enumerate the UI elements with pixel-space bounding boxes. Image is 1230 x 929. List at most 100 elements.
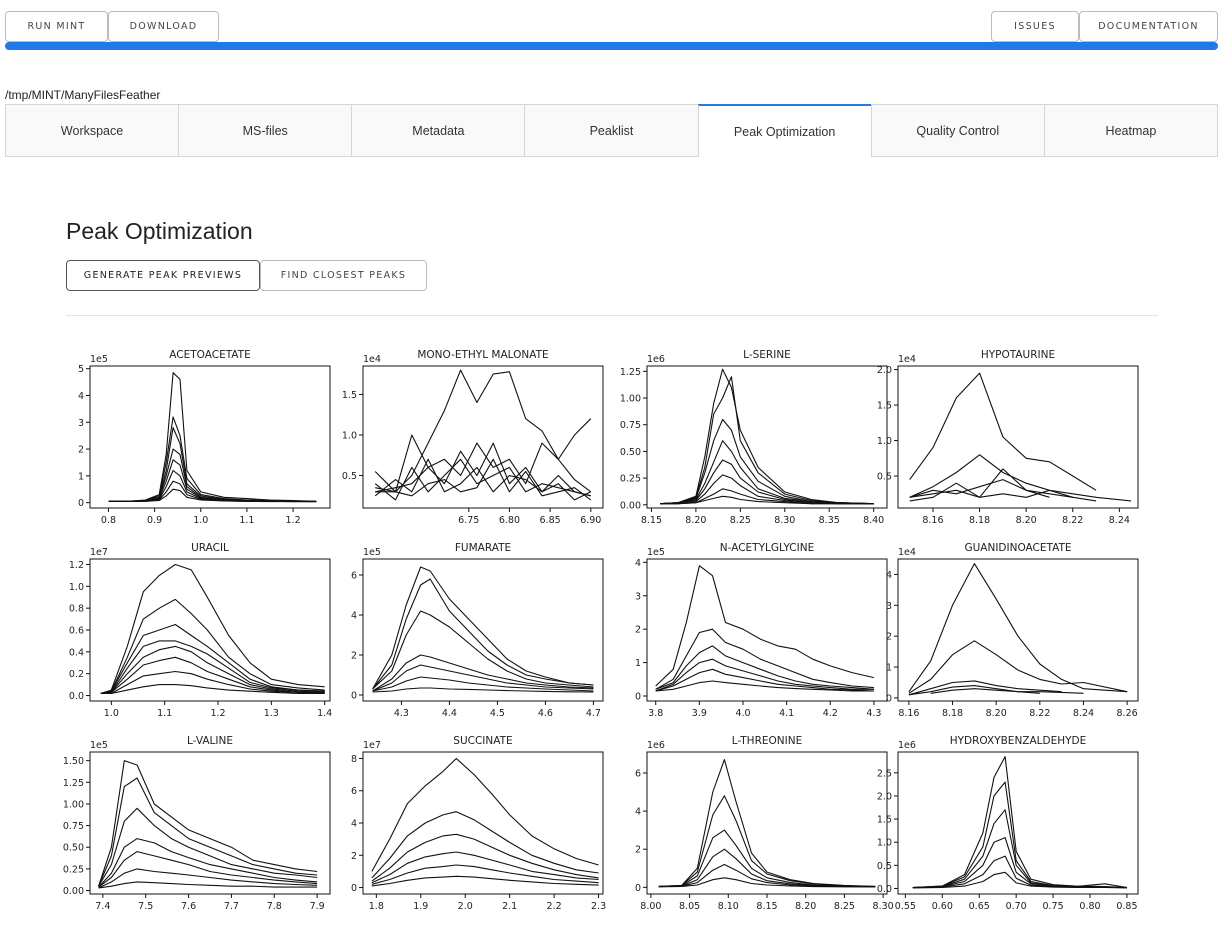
x-tick-label: 8.24 — [1073, 708, 1094, 719]
series-line — [658, 877, 876, 888]
x-tick-label: 8.25 — [730, 515, 751, 526]
y-tick-label: 1.00 — [620, 394, 641, 405]
y-tick-label: 0 — [635, 883, 641, 894]
chart-svg: HYDROXYBENZALDEHYDE 1e6 0.55 0.60 0.65 0.70 0.… — [877, 735, 1139, 912]
chart-hypotaurine: HYPOTAURINE 1e4 8.16 8.18 8.20 8.22 8.24 0.5 1.0… — [864, 343, 1164, 538]
series-line — [372, 664, 594, 692]
x-tick-label: 4.3 — [866, 708, 881, 719]
x-tick-label: 8.22 — [1062, 515, 1083, 526]
x-tick-label: 7.5 — [138, 901, 153, 912]
series-line — [108, 448, 317, 502]
tab-heatmap[interactable]: Heatmap — [1043, 104, 1218, 157]
documentation-button[interactable]: DOCUMENTATION — [1079, 11, 1218, 42]
series-line — [372, 610, 594, 690]
x-tick-label: 1.2 — [210, 708, 225, 719]
series-line — [660, 495, 874, 505]
y-tick-label: 0.75 — [620, 420, 641, 431]
y-tick-label: 1.25 — [620, 367, 641, 378]
x-tick-label: 8.18 — [969, 515, 990, 526]
chart-title: MONO-ETHYL MALONATE — [417, 349, 548, 361]
series-line — [655, 645, 874, 690]
x-tick-label: 4.2 — [823, 708, 838, 719]
download-button[interactable]: DOWNLOAD — [108, 11, 219, 42]
plot-frame — [897, 365, 1139, 509]
find-closest-peaks-button[interactable]: FIND CLOSEST PEAKS — [260, 260, 427, 291]
chart-svg: URACIL 1e7 1.0 1.1 1.2 1.3 1.4 0.0 0.2 0.4 0.6 0.8 1… — [69, 542, 332, 719]
y-tick-label: 2.0 — [877, 791, 892, 802]
x-tick-label: 1.0 — [104, 708, 119, 719]
y-tick-label: 0.4 — [69, 647, 84, 658]
tab-peaklist[interactable]: Peaklist — [524, 104, 698, 157]
y-tick-label: 1.0 — [877, 838, 892, 849]
y-tick-label: 2 — [78, 445, 84, 456]
x-tick-label: 4.6 — [538, 708, 553, 719]
tab-bar: Workspace MS-files Metadata Peaklist Pea… — [5, 104, 1218, 157]
tab-workspace[interactable]: Workspace — [5, 104, 179, 157]
plot-frame — [897, 751, 1139, 895]
axis-scale-label: 1e6 — [647, 740, 665, 751]
x-tick-label: 0.85 — [1116, 901, 1137, 912]
x-tick-label: 8.16 — [898, 708, 919, 719]
series-line — [912, 871, 1127, 889]
series-line — [658, 848, 876, 888]
y-tick-label: 0.00 — [63, 886, 84, 897]
x-tick-label: 2.1 — [502, 901, 517, 912]
x-tick-label: 0.60 — [932, 901, 953, 912]
y-tick-label: 0 — [635, 691, 641, 702]
y-tick-label: 0.6 — [69, 626, 84, 637]
series-line — [655, 628, 874, 690]
chart-n-acetylglycine: N-ACETYLGLYCINE 1e5 3.8 3.9 4.0 4.1 4.2 4.3 0 1 2 3… — [613, 536, 913, 731]
chart-title: L-SERINE — [743, 349, 791, 361]
chart-uracil: URACIL 1e7 1.0 1.1 1.2 1.3 1.4 0.0 0.2 0.4 0.6 0.8 1… — [56, 536, 356, 731]
x-tick-label: 4.5 — [490, 708, 505, 719]
y-tick-label: 1.2 — [69, 560, 84, 571]
x-tick-label: 8.20 — [986, 708, 1007, 719]
tab-quality-control[interactable]: Quality Control — [870, 104, 1044, 157]
section-divider — [66, 315, 1158, 316]
series-line — [655, 565, 875, 687]
plot-frame — [646, 558, 888, 702]
series-line — [371, 811, 599, 879]
series-line — [655, 668, 874, 692]
y-tick-label: 2 — [351, 851, 357, 862]
y-tick-label: 1 — [78, 471, 84, 482]
series-line — [108, 372, 317, 502]
workspace-path: /tmp/MINT/ManyFilesFeather — [5, 88, 161, 102]
axis-scale-label: 1e5 — [363, 547, 381, 558]
series-line — [912, 781, 1127, 889]
chart-svg: GUANIDINOACETATE 1e4 8.16 8.18 8.20 8.22 8.24 8… — [886, 542, 1139, 719]
y-tick-label: 0.5 — [877, 861, 892, 872]
chart-l-serine: L-SERINE 1e6 8.15 8.20 8.25 8.30 8.35 8.40 0.00 0… — [613, 343, 913, 538]
chart-title: SUCCINATE — [453, 735, 512, 747]
series-line — [100, 645, 325, 694]
series-line — [930, 688, 1084, 694]
tab-peak-optimization[interactable]: Peak Optimization — [697, 104, 871, 157]
run-mint-button[interactable]: RUN MINT — [5, 11, 108, 42]
tab-metadata[interactable]: Metadata — [351, 104, 525, 157]
y-tick-label: 4 — [351, 611, 357, 622]
axis-scale-label: 1e4 — [898, 354, 916, 365]
series-line — [912, 756, 1127, 889]
y-tick-label: 0 — [351, 691, 357, 702]
y-tick-label: 1.0 — [877, 436, 892, 447]
x-tick-label: 8.15 — [641, 515, 662, 526]
series-line — [908, 640, 1128, 694]
y-tick-label: 0 — [886, 693, 892, 704]
tab-ms-files[interactable]: MS-files — [178, 104, 352, 157]
x-tick-label: 7.6 — [181, 901, 196, 912]
x-tick-label: 2.2 — [547, 901, 562, 912]
x-tick-label: 6.80 — [499, 515, 520, 526]
axis-scale-label: 1e5 — [90, 740, 108, 751]
chart-title: GUANIDINOACETATE — [964, 542, 1071, 554]
y-tick-label: 2.0 — [877, 365, 892, 376]
chart-title: HYPOTAURINE — [981, 349, 1055, 361]
generate-peak-previews-button[interactable]: GENERATE PEAK PREVIEWS — [66, 260, 260, 291]
series-line — [108, 488, 317, 503]
issues-button[interactable]: ISSUES — [991, 11, 1079, 42]
x-tick-label: 0.75 — [1042, 901, 1063, 912]
series-line — [98, 851, 318, 888]
series-line — [655, 658, 874, 692]
y-tick-label: 4 — [351, 819, 357, 830]
chart-title: L-VALINE — [187, 735, 233, 747]
y-tick-label: 2 — [635, 845, 641, 856]
